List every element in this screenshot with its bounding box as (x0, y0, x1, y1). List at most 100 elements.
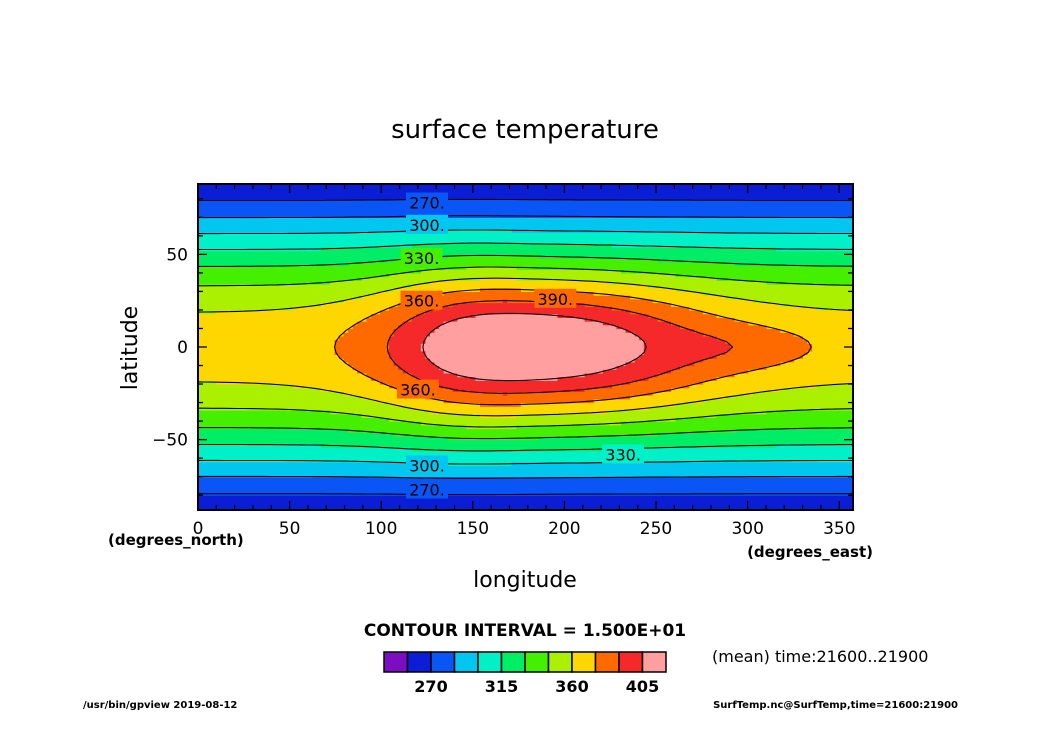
field-cell (389, 354, 427, 359)
field-cell (198, 358, 345, 363)
field-cell (439, 324, 618, 330)
field-cell (716, 313, 853, 318)
field-cell (675, 287, 853, 293)
field-cell (443, 369, 604, 374)
field-cell (443, 291, 595, 296)
field-cell (675, 272, 853, 278)
x-axis-title: longitude (473, 568, 577, 593)
field-cell (339, 335, 390, 341)
x-tick-label: 250 (640, 519, 672, 539)
footer-right: SurfTemp.nc@SurfTemp,time=21600:21900 (713, 700, 958, 711)
field-cell (198, 454, 853, 459)
field-cell (816, 306, 853, 311)
field-cell (716, 376, 853, 381)
field-cell (689, 384, 818, 389)
field-cell (370, 376, 417, 381)
field-cell (198, 221, 853, 226)
field-cell (198, 265, 467, 270)
field-cell (198, 306, 295, 311)
field-cell (198, 295, 363, 300)
field-cell (411, 406, 649, 411)
field-cell (402, 321, 445, 326)
x-tick-label: 50 (279, 519, 301, 539)
field-cell (198, 291, 376, 296)
contour-line (198, 277, 853, 417)
colorbar-tick-label: 405 (626, 677, 659, 696)
field-cell (402, 369, 445, 374)
field-cell (198, 343, 336, 348)
field-cell (348, 261, 736, 267)
contour-labels: 270. 300. 330. 360. 390. 360. 330. 300. 270. (396, 192, 645, 500)
field-cell (198, 354, 340, 359)
contour-label: 270. (409, 194, 445, 213)
field-cell (425, 350, 645, 355)
field-cell (216, 309, 381, 315)
field-cell (780, 302, 853, 307)
field-cell (393, 287, 481, 293)
field-cell (702, 380, 853, 385)
field-cell (748, 369, 853, 374)
field-cell (671, 302, 781, 307)
field-cell (630, 380, 704, 385)
field-cell (702, 358, 795, 363)
field-cell (611, 243, 853, 248)
field-cell (198, 276, 363, 281)
field-cell (639, 335, 718, 341)
field-cell (429, 358, 636, 363)
field-cell (198, 235, 853, 241)
field-cell (411, 391, 504, 396)
field-cell (425, 295, 631, 300)
field-cell (511, 461, 853, 467)
y-tick-label: −50 (152, 431, 188, 451)
field-cell (352, 324, 399, 330)
contour-label: 390. (537, 290, 573, 309)
field-cell (198, 409, 331, 415)
field-cell (198, 224, 853, 230)
field-cell (439, 384, 613, 389)
field-cell (507, 391, 654, 396)
field-cell (716, 276, 853, 281)
field-cell (425, 335, 640, 341)
field-cell (198, 428, 349, 433)
field-cell (198, 372, 367, 378)
field-cell (816, 384, 853, 389)
x-unit-label: (degrees_east) (747, 543, 873, 561)
field-cell (657, 432, 853, 437)
field-cell (621, 269, 853, 274)
field-cell (734, 261, 853, 267)
field-cell (475, 313, 558, 318)
footer-left: /usr/bin/gpview 2019-08-12 (83, 700, 237, 711)
field-cell (198, 506, 853, 510)
field-cell (557, 313, 649, 318)
field-cell (716, 335, 804, 341)
field-cell (198, 250, 853, 255)
field-cell (716, 413, 853, 418)
field-cell (375, 398, 445, 404)
field-cell (198, 313, 372, 318)
field-cell (393, 432, 659, 437)
field-cell (198, 384, 295, 389)
x-tick-label: 200 (548, 519, 580, 539)
field-cell (320, 246, 777, 252)
field-cell (630, 295, 727, 300)
field-cell (379, 309, 427, 315)
field-cell (198, 339, 336, 344)
field-cell (198, 480, 853, 485)
field-cell (389, 335, 427, 341)
field-cell (675, 402, 853, 407)
field-cell (584, 302, 672, 307)
field-cell (198, 417, 390, 422)
field-cell (198, 217, 853, 222)
field-cell (584, 317, 659, 322)
field-cell (198, 272, 390, 278)
field-cell (429, 280, 608, 285)
contour-label: 270. (409, 481, 445, 500)
field-cell (648, 406, 853, 411)
field-cell (366, 372, 413, 378)
field-cell (434, 328, 627, 333)
field-cell (348, 361, 395, 367)
field-cell (457, 372, 586, 378)
field-cell (198, 361, 349, 367)
field-cell (516, 413, 718, 418)
